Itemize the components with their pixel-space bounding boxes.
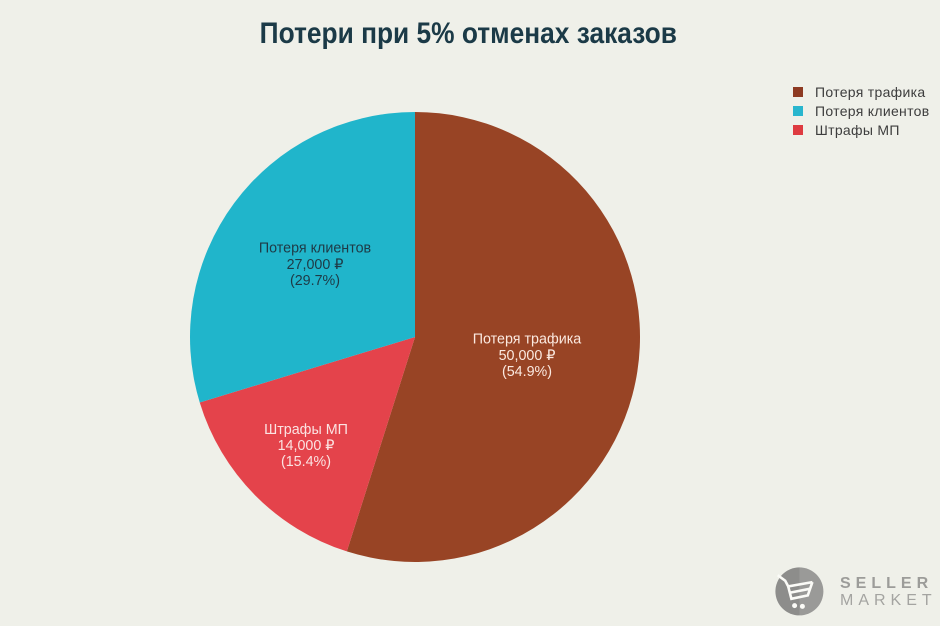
svg-text:Потеря трафика: Потеря трафика	[473, 331, 582, 347]
svg-text:(15.4%): (15.4%)	[281, 454, 331, 470]
svg-text:Штрафы МП: Штрафы МП	[264, 422, 348, 438]
svg-text:(54.9%): (54.9%)	[502, 364, 552, 380]
svg-text:Потеря клиентов: Потеря клиентов	[259, 240, 371, 256]
svg-text:(29.7%): (29.7%)	[290, 273, 340, 289]
svg-text:50,000 ₽: 50,000 ₽	[499, 348, 556, 364]
svg-text:14,000 ₽: 14,000 ₽	[278, 438, 335, 454]
svg-text:27,000 ₽: 27,000 ₽	[287, 257, 344, 273]
